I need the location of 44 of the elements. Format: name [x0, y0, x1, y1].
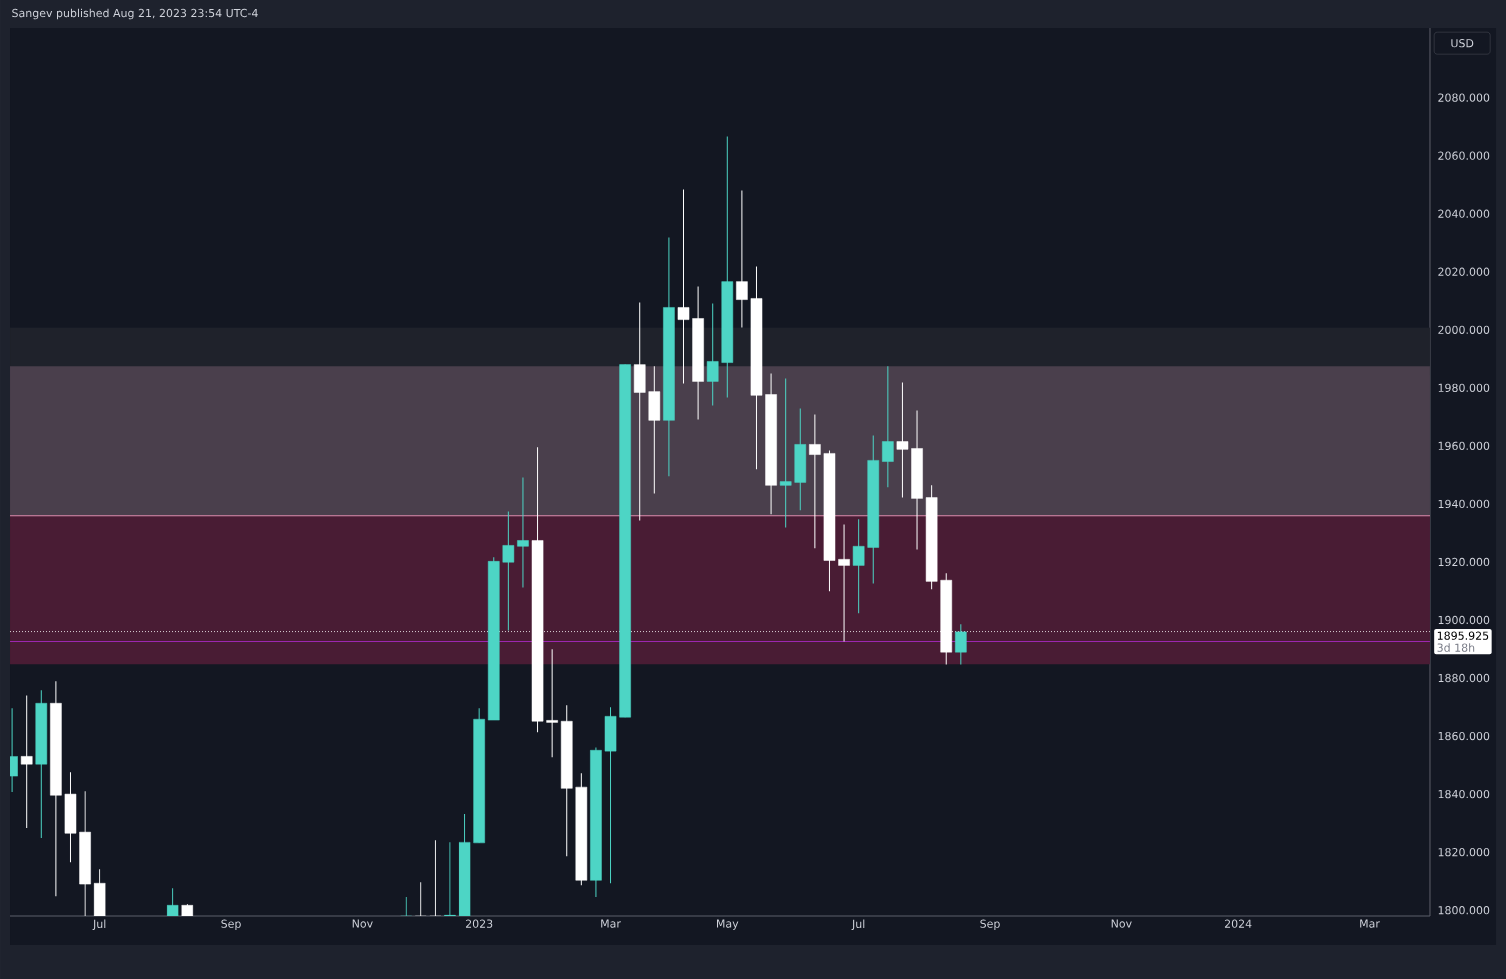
y-tick-label: 1800.000	[1438, 906, 1490, 915]
y-tick-label: 1840.000	[1438, 789, 1490, 799]
y-tick-label: 2060.000	[1438, 151, 1490, 160]
candlestick	[546, 648, 558, 758]
x-tick-label: Jul	[92, 919, 106, 931]
candlestick	[809, 414, 821, 549]
y-tick-label: 1880.000	[1438, 673, 1490, 683]
y-tick-label: 2000.000	[1438, 325, 1490, 334]
y-tick-label: 1940.000	[1438, 499, 1490, 509]
x-tick-label: 2023	[465, 919, 493, 928]
y-tick-label: 2080.000	[1438, 93, 1490, 102]
text: 3d 18h	[1437, 643, 1475, 652]
candlestick	[779, 378, 792, 528]
candlestick	[896, 382, 909, 499]
candlestick	[517, 477, 529, 588]
x-tick-label: Mar	[601, 919, 621, 928]
candlestick	[706, 302, 719, 407]
x-tick-label: Nov	[1111, 919, 1132, 928]
y-tick-label: 2040.000	[1438, 209, 1490, 218]
y-tick-label: 1860.000	[1438, 731, 1490, 741]
ref-line-label: 1895.925	[1437, 631, 1489, 640]
candlestick	[852, 518, 865, 614]
y-tick-label: 1980.000	[1438, 383, 1490, 392]
text: USD	[1451, 39, 1474, 48]
candlestick	[502, 510, 515, 631]
candlestick	[677, 189, 690, 384]
x-tick-label: Sep	[221, 919, 241, 930]
x-tick-label: Nov	[352, 919, 373, 928]
y-tick-label: 1920.000	[1438, 557, 1490, 567]
y-tick-label: 1900.000	[1438, 615, 1490, 625]
candlestick	[955, 623, 967, 665]
y-tick-label: 1960.000	[1438, 441, 1490, 451]
y-tick-label: 2020.000	[1438, 267, 1490, 276]
candlestick	[736, 189, 748, 328]
x-tick-label: 2024	[1224, 919, 1252, 928]
y-tick-label: 1820.000	[1438, 847, 1490, 857]
x-tick-label: Mar	[1360, 919, 1380, 928]
candlestick	[20, 694, 33, 829]
candlestick	[882, 365, 894, 488]
candlestick	[166, 887, 179, 916]
x-tick-label: Jul	[851, 919, 865, 931]
x-tick-label: Sep	[980, 919, 1000, 930]
chart-title: Sangev published Aug 21, 2023 23:54 UTC-4	[12, 8, 258, 20]
x-tick-label: May	[717, 919, 739, 930]
